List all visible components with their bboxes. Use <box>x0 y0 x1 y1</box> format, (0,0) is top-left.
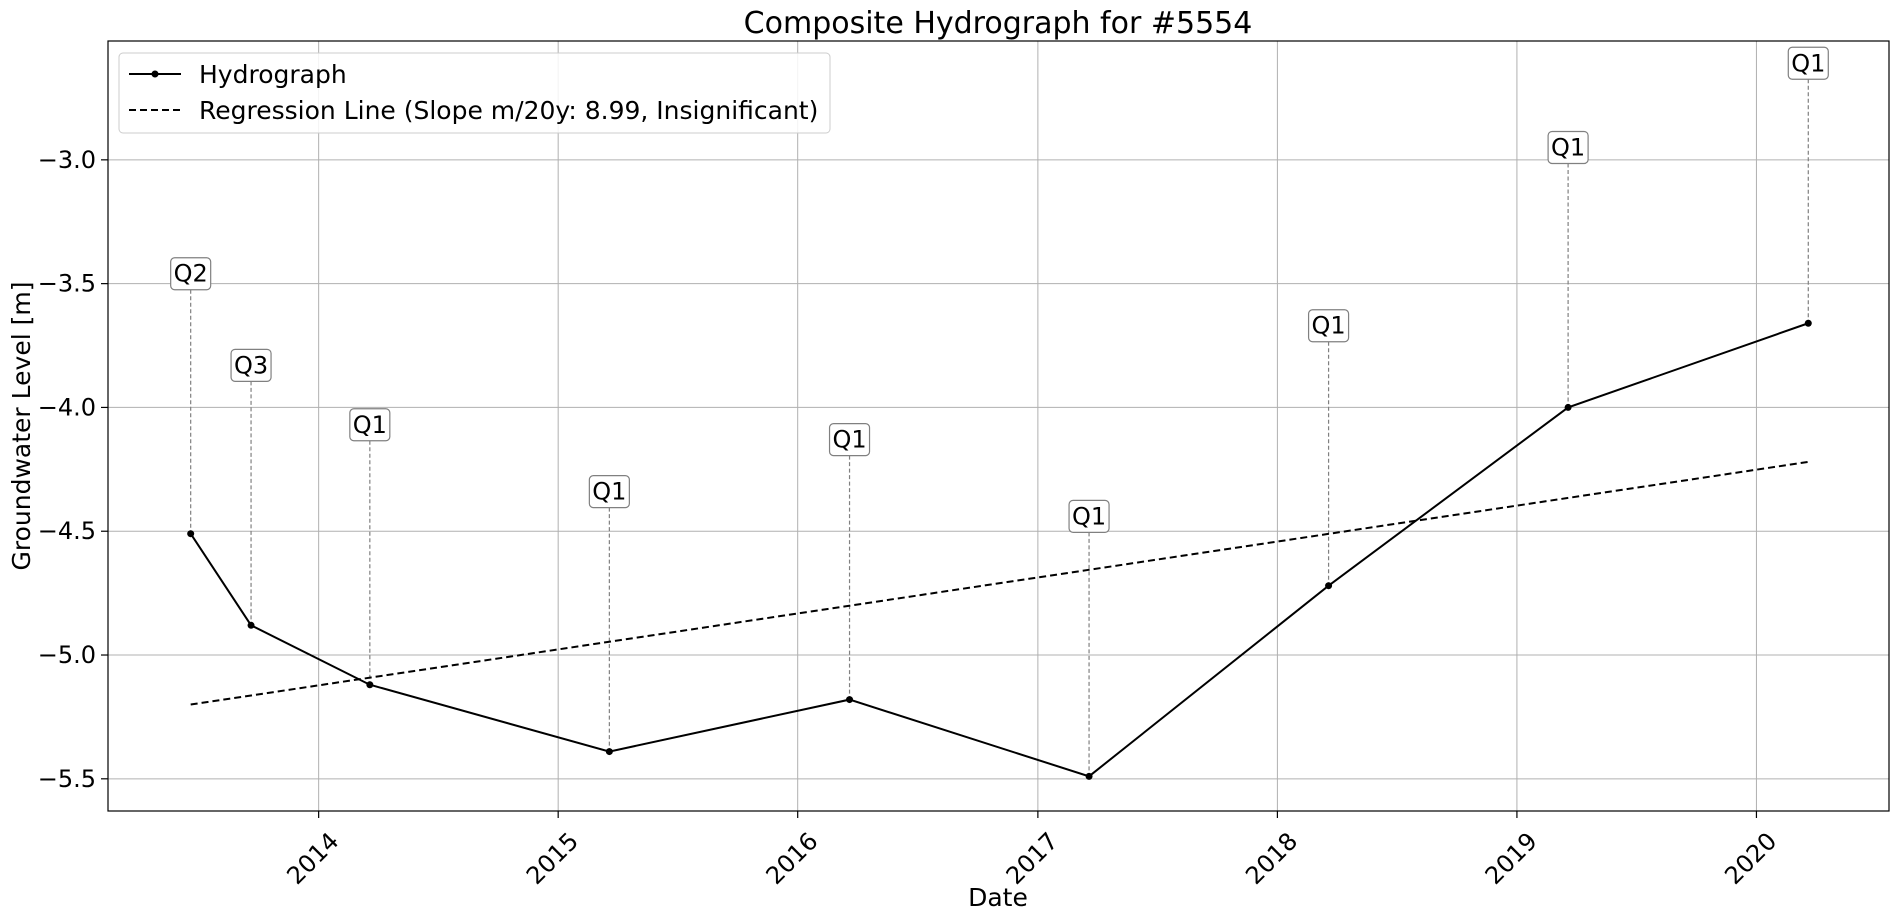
hydrograph-point <box>1085 772 1093 780</box>
x-axis-label: Date <box>968 883 1028 912</box>
y-tick-label: −4.5 <box>38 517 96 545</box>
annotation-box <box>230 348 272 382</box>
annotation-label: Q1 <box>1551 133 1585 161</box>
annotation-label: Q1 <box>1311 312 1345 340</box>
hydrograph-point <box>1325 582 1333 590</box>
y-tick-label: −3.0 <box>38 146 96 174</box>
y-tick-label: −4.0 <box>38 393 96 421</box>
annotation-label: Q1 <box>592 478 626 506</box>
y-tick-label: −5.0 <box>38 641 96 669</box>
annotation-leader-lines <box>190 79 1809 777</box>
hydrograph-point <box>1804 319 1812 327</box>
annotation-label: Q2 <box>174 260 208 288</box>
legend-hydrograph-marker <box>151 70 159 78</box>
grid-lines <box>108 41 1889 811</box>
data-series <box>187 319 1812 780</box>
annotation-box <box>170 257 212 291</box>
annotation-box <box>588 475 630 509</box>
hydrograph-point <box>1564 403 1572 411</box>
hydrograph-point <box>605 748 613 756</box>
y-tick-label: −5.5 <box>38 765 96 793</box>
hydrograph-point <box>366 681 374 689</box>
hydrograph-point <box>846 696 854 704</box>
annotation-labels: Q2 Q3 Q1 Q1 Q1 Q1 Q1 Q1 Q1 <box>170 46 1829 533</box>
annotation-label: Q1 <box>353 411 387 439</box>
annotation-label: Q1 <box>1791 49 1825 77</box>
annotation-box <box>828 423 871 457</box>
hydrograph-point <box>187 530 195 538</box>
annotation-label: Q3 <box>234 351 268 379</box>
legend: Hydrograph Regression Line (Slope m/20y:… <box>118 52 831 134</box>
annotation-label: Q1 <box>1072 502 1106 530</box>
hydrograph-point <box>247 621 255 629</box>
y-axis-label: Groundwater Level [m] <box>7 282 36 571</box>
annotation-box <box>1787 46 1829 80</box>
annotation-box <box>1547 130 1589 165</box>
annotation-box <box>1068 499 1110 533</box>
legend-box <box>118 52 831 134</box>
plot-frame <box>107 40 1890 812</box>
legend-regression-label: Regression Line (Slope m/20y: 8.99, Insi… <box>199 96 818 125</box>
legend-hydrograph-label: Hydrograph <box>199 60 347 89</box>
regression-line <box>190 460 1809 706</box>
y-tick-label: −3.5 <box>38 270 96 298</box>
chart-title: Composite Hydrograph for #5554 <box>744 6 1253 41</box>
annotation-box <box>349 408 391 442</box>
annotation-label: Q1 <box>832 426 866 454</box>
annotation-box <box>1307 309 1350 343</box>
